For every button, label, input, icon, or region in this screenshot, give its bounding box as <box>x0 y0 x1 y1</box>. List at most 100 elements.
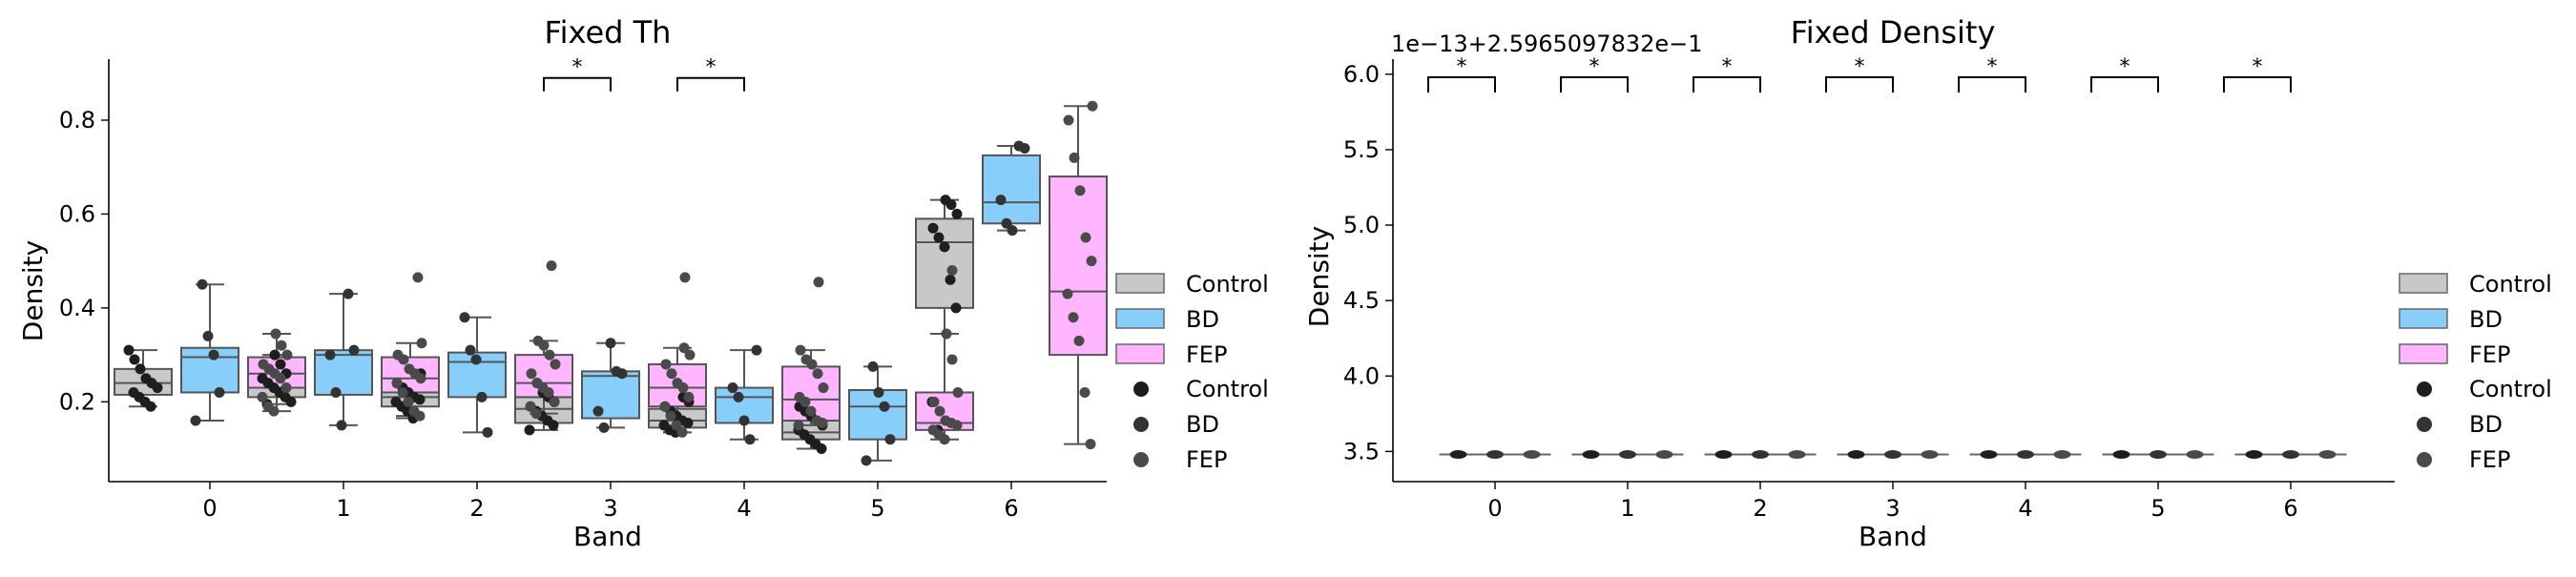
strip-point <box>793 420 804 431</box>
strip-point <box>812 368 823 380</box>
strip-point <box>592 405 604 417</box>
strip-point <box>414 410 426 422</box>
legend-patch-control <box>2399 273 2448 294</box>
strip-point <box>1980 450 1998 460</box>
significance-bracket <box>2090 75 2159 93</box>
strip-point <box>397 386 408 398</box>
strip-point <box>677 382 689 394</box>
strip-point <box>214 386 225 398</box>
strip-point <box>939 241 950 253</box>
strip-point <box>202 330 214 341</box>
strip-point <box>884 434 896 445</box>
strip-point <box>927 222 939 234</box>
legend: Control BD FEP Control BD FEP <box>2399 271 2552 473</box>
strip-point <box>683 391 695 402</box>
strip-point <box>1788 450 1806 460</box>
box-bd <box>982 154 1041 225</box>
significance-bracket <box>2223 75 2292 93</box>
significance-bracket <box>1427 75 1496 93</box>
strip-point <box>605 338 616 349</box>
strip-point <box>1087 100 1098 112</box>
x-tick-label: 5 <box>2150 495 2165 522</box>
legend-patch-bd <box>1115 308 1165 329</box>
box-fep <box>1049 175 1108 357</box>
strip-point <box>1068 312 1079 323</box>
strip-point <box>123 344 135 356</box>
strip-point <box>1079 386 1091 398</box>
strip-point <box>744 434 756 445</box>
y-tick-label: 5.0 <box>1343 212 1380 238</box>
significance-brackets: * * <box>543 56 745 92</box>
x-tick-label: 4 <box>2018 495 2032 522</box>
x-tick-label: 1 <box>1620 495 1634 522</box>
strip-point <box>275 359 286 370</box>
strip-point <box>1085 439 1096 450</box>
strip-point <box>666 368 677 380</box>
strip-point <box>470 354 482 365</box>
strip-point <box>682 417 694 428</box>
strip-point <box>733 391 744 402</box>
significance-label: * <box>706 56 717 80</box>
y-tick-label: 0.6 <box>59 200 95 227</box>
box-bd <box>314 349 373 396</box>
strip-point <box>1921 450 1939 460</box>
significance-label: * <box>2120 55 2130 79</box>
x-tick-label: 2 <box>1753 495 1767 522</box>
strip-point <box>660 359 672 370</box>
strip-point <box>324 349 336 361</box>
strip-point <box>398 354 409 365</box>
strip-point <box>806 359 818 370</box>
strip-point <box>129 354 140 365</box>
strip-point <box>1007 225 1018 237</box>
strip-point <box>549 396 560 407</box>
legend-patch-control <box>1115 273 1165 294</box>
x-tick-label: 3 <box>1885 495 1900 522</box>
x-tick-label: 4 <box>737 495 751 522</box>
legend: Control BD FEP Control BD FEP <box>1115 271 1269 473</box>
legend-marker-bd <box>1133 417 1149 432</box>
strip-point <box>476 391 488 402</box>
significance-label: * <box>572 56 583 80</box>
strip-point <box>678 342 690 354</box>
strip-point <box>950 302 962 314</box>
axes-lines <box>1392 59 2395 483</box>
legend-marker-bd <box>2417 417 2432 432</box>
legend-marker-control <box>1133 381 1149 397</box>
legend-patch-bd <box>2399 308 2448 329</box>
strip-point <box>281 349 293 361</box>
strip-point <box>548 420 559 431</box>
strip-point <box>818 382 829 394</box>
x-ticks: 0 1 2 3 4 5 6 <box>202 482 1019 522</box>
y-ticks: 3.5 4.0 4.5 5.0 5.5 6.0 <box>1343 61 1393 464</box>
outlier-point <box>813 277 824 288</box>
strip-point <box>727 382 738 394</box>
strip-point <box>208 349 219 361</box>
significance-bracket <box>1825 75 1894 93</box>
strip-point <box>684 349 696 361</box>
strip-point <box>414 394 426 405</box>
strip-point <box>800 396 811 407</box>
strip-point <box>1086 256 1097 267</box>
strip-point <box>2186 450 2204 460</box>
y-tick-label: 3.5 <box>1343 438 1380 464</box>
strip-point <box>816 443 827 455</box>
y-axis-label: Density <box>17 240 49 341</box>
strip-point <box>616 368 628 380</box>
legend-label: Control <box>1186 271 1269 298</box>
legend-patch-fep <box>2399 343 2448 364</box>
y-tick-label: 6.0 <box>1343 61 1380 88</box>
legend-label: Control <box>2469 271 2552 298</box>
strip-point <box>524 424 535 436</box>
strip-point <box>939 434 950 445</box>
legend-label: Control <box>1186 376 1269 402</box>
strip-point <box>951 208 963 219</box>
legend-label: BD <box>2469 411 2503 438</box>
strip-point <box>2053 450 2071 460</box>
x-ticks: 0 1 2 3 4 5 6 <box>1487 482 2298 522</box>
strip-point <box>336 420 347 431</box>
strip-point <box>1069 152 1080 163</box>
strip-point <box>268 405 280 417</box>
strip-point <box>1714 450 1733 460</box>
